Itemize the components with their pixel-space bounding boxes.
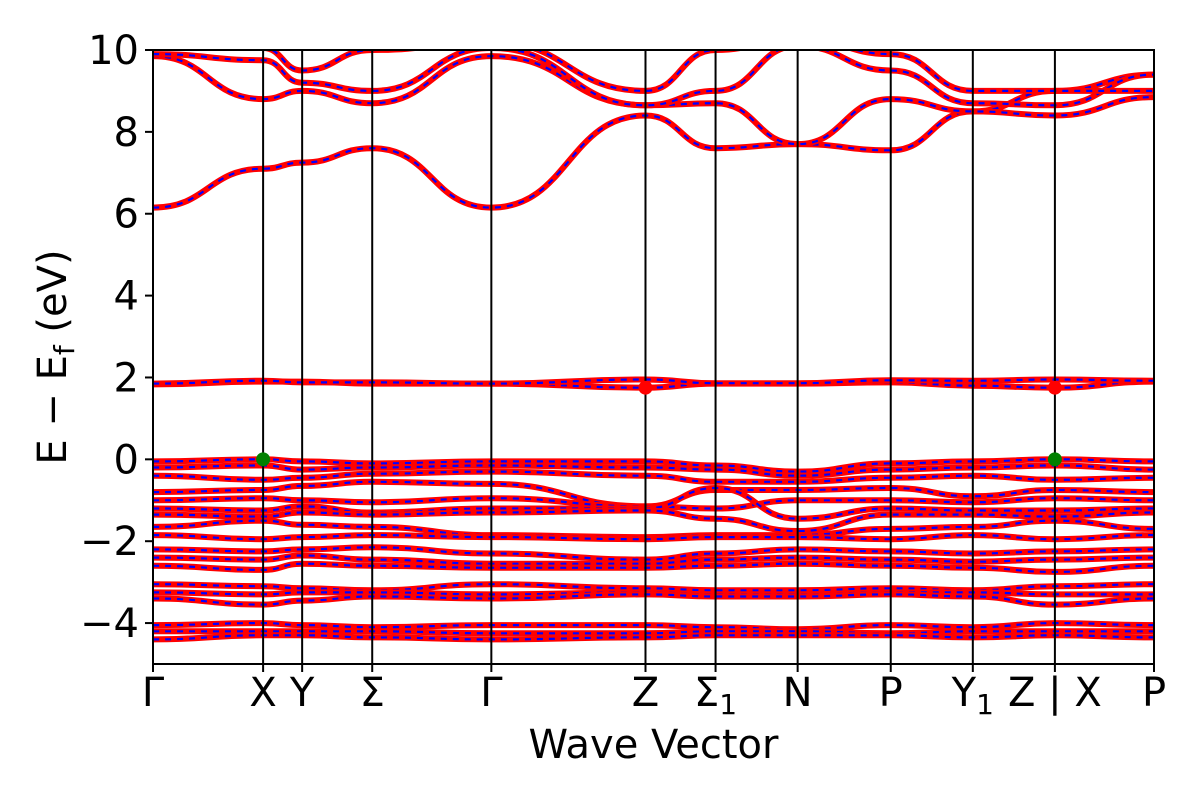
y-tick-label-5: 0	[114, 437, 139, 483]
y-axis-label-main: E − E	[30, 355, 76, 465]
x-tick-label-9: Y1	[951, 670, 994, 721]
band-0-inner	[153, 73, 1154, 209]
extremum-marker-1	[1047, 452, 1062, 467]
y-tick-label-2: 6	[114, 192, 139, 238]
bands-layer	[153, 50, 1154, 643]
x-tick-label-7: N	[783, 670, 813, 716]
band-20-outer	[153, 591, 1154, 608]
plot-frame	[152, 49, 1155, 665]
band-2-inner	[153, 50, 1154, 107]
x-tick-label-6: Σ1	[694, 670, 737, 721]
x-tick-label-1: X	[249, 670, 276, 716]
x-tick-label-10: Z | X	[1008, 670, 1102, 716]
band-17-outer	[153, 560, 1154, 575]
extremum-marker-3	[1047, 380, 1062, 395]
y-axis-label-sub: f	[48, 344, 81, 355]
band-2-outer	[153, 50, 1154, 109]
y-tick-label-0: 10	[88, 28, 139, 74]
kpoint-lines	[262, 50, 1056, 664]
x-axis-label: Wave Vector	[529, 722, 780, 768]
y-axis-label-unit: (eV)	[30, 249, 76, 345]
x-tick-label-5: Z	[632, 670, 659, 716]
y-tick-label-6: −2	[80, 519, 139, 565]
x-tick-label-4: Γ	[480, 670, 503, 716]
y-tick-label-4: 2	[114, 355, 139, 401]
extremum-marker-0	[256, 452, 271, 467]
band-18-outer	[153, 581, 1154, 594]
band-21-outer	[153, 620, 1154, 633]
x-ticks: Γ X Y Σ Γ Z Σ1 N P Y1 Z | X P	[142, 664, 1166, 721]
band-5-outer	[153, 376, 1154, 387]
band-8-outer	[153, 468, 1154, 485]
x-tick-label-3: Σ	[360, 670, 385, 716]
extremum-marker-2	[638, 380, 653, 395]
x-tick-label-0: Γ	[142, 670, 165, 716]
y-ticks: 10 8 6 4 2 0 −2 −4	[80, 28, 153, 647]
band-23-outer	[153, 632, 1154, 643]
y-tick-label-1: 8	[114, 110, 139, 156]
marker-layer	[256, 380, 1062, 467]
band-0-outer	[153, 71, 1154, 211]
y-tick-label-7: −4	[80, 601, 139, 647]
y-tick-label-3: 4	[114, 274, 139, 320]
y-axis-label: E − Ef (eV)	[30, 249, 81, 464]
x-tick-label-8: P	[879, 670, 903, 716]
x-tick-label-2: Y	[289, 670, 315, 716]
x-tick-label-11: P	[1142, 670, 1166, 716]
